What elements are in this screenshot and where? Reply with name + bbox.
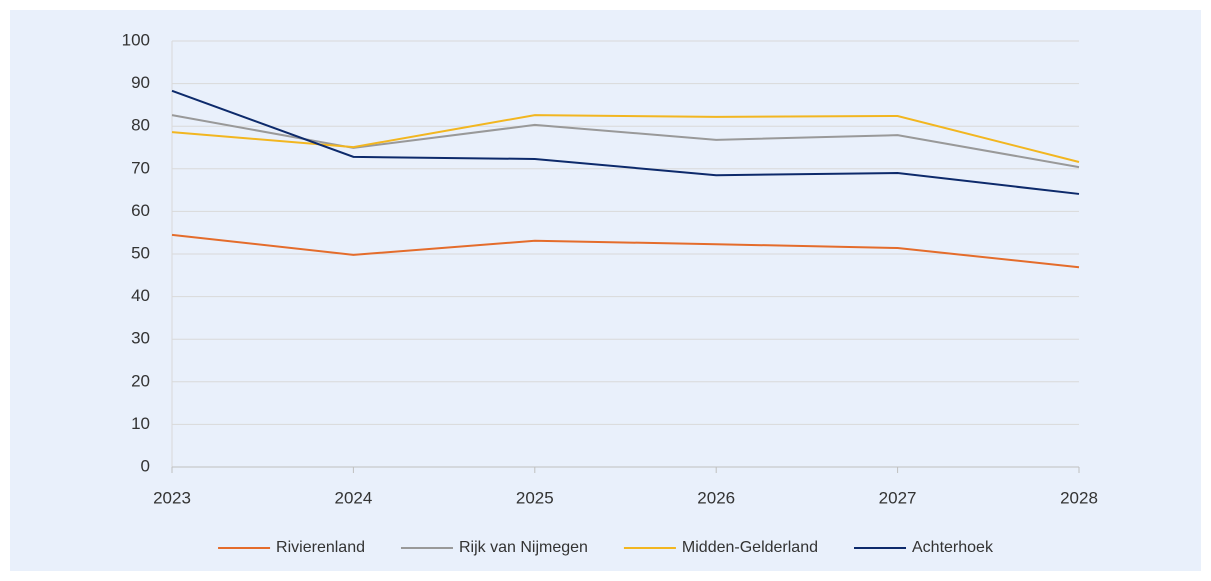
y-tick-label: 10 bbox=[131, 414, 150, 433]
y-tick-label: 40 bbox=[131, 286, 150, 305]
x-tick-label: 2027 bbox=[879, 488, 917, 507]
legend-label: Midden-Gelderland bbox=[682, 539, 818, 556]
y-tick-label: 20 bbox=[131, 371, 150, 390]
series-line bbox=[171, 89, 1080, 195]
y-tick-label: 30 bbox=[131, 329, 150, 348]
y-tick-label: 0 bbox=[141, 456, 150, 475]
y-tick-label: 60 bbox=[131, 201, 150, 220]
x-tick-label: 2025 bbox=[516, 488, 554, 507]
y-tick-label: 70 bbox=[131, 158, 150, 177]
chart-background bbox=[10, 10, 1201, 571]
x-tick-label: 2024 bbox=[334, 488, 372, 507]
y-tick-label: 90 bbox=[131, 73, 150, 92]
legend-label: Achterhoek bbox=[912, 539, 994, 556]
series-line bbox=[171, 114, 1080, 163]
x-tick-label: 2026 bbox=[697, 488, 735, 507]
legend-label: Rijk van Nijmegen bbox=[459, 539, 588, 556]
legend-label: Rivierenland bbox=[276, 539, 365, 556]
x-tick-label: 2028 bbox=[1060, 488, 1098, 507]
x-tick-label: 2023 bbox=[153, 488, 191, 507]
y-tick-label: 50 bbox=[131, 243, 150, 262]
series-line bbox=[171, 114, 1080, 169]
y-tick-label: 100 bbox=[122, 30, 150, 49]
y-tick-label: 80 bbox=[131, 116, 150, 135]
series-line bbox=[171, 233, 1080, 269]
